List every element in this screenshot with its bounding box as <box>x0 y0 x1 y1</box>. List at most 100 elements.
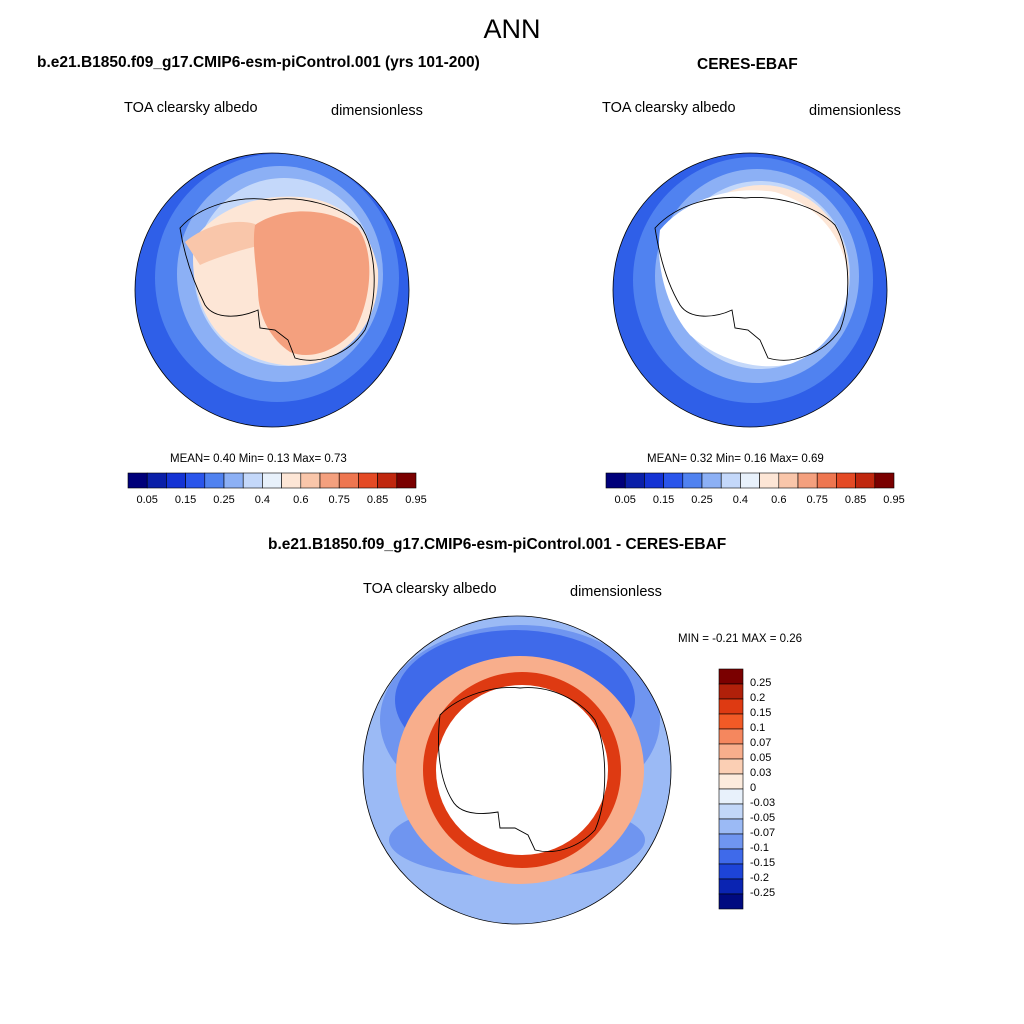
panel-3-colorbar-box <box>718 668 744 685</box>
panel-1-colorbar-box <box>166 472 186 489</box>
panel-3-colorbar-tick-label: 0.2 <box>750 692 766 704</box>
panel-2-colorbar-box <box>816 472 837 489</box>
panel-2-colorbar-box <box>759 472 780 489</box>
panel-1-stats: MEAN= 0.40 Min= 0.13 Max= 0.73 <box>170 453 347 465</box>
panel-1-colorbar-box <box>396 472 417 489</box>
panel-3-colorbar-box <box>718 683 744 700</box>
panel-3-colorbar-tick-label: 0.15 <box>750 707 772 719</box>
panel-3-colorbar <box>718 668 744 910</box>
panel-3-colorbar-tick-label: -0.07 <box>750 827 776 839</box>
panel-2-variable-label: TOA clearsky albedo <box>602 100 736 116</box>
panel-3-colorbar-tick-label: 0.05 <box>750 752 772 764</box>
panel-3-colorbar-tick-label: -0.25 <box>750 887 776 899</box>
panel-2-colorbar-box <box>740 472 760 489</box>
panel-3-colorbar-box <box>718 788 744 805</box>
panel-2-colorbar-tick-label: 0.95 <box>883 494 905 506</box>
panel-1-colorbar-box <box>185 472 206 489</box>
panel-3-colorbar-box <box>718 698 744 715</box>
panel-3-variable-label: TOA clearsky albedo <box>363 581 497 597</box>
panel-3-colorbar-tick-label: 0.07 <box>750 737 772 749</box>
panel-2-colorbar-tick-label: 0.05 <box>614 494 636 506</box>
panel-2-colorbar-box <box>855 472 876 489</box>
panel-1-colorbar-box <box>262 472 282 489</box>
panel-2-colorbar-box <box>797 472 818 489</box>
panel-1-colorbar-tick-label: 0.4 <box>254 494 271 506</box>
panel-1-title: b.e21.B1850.f09_g17.CMIP6-esm-piControl.… <box>37 54 480 71</box>
panel-2-map-border <box>612 152 888 428</box>
panel-2-colorbar-box <box>624 472 645 489</box>
panel-2-colorbar-box <box>605 472 626 489</box>
panel-1-variable-label: TOA clearsky albedo <box>124 100 258 116</box>
panel-2-colorbar-tick-label: 0.25 <box>691 494 713 506</box>
panel-1-colorbar-tick-label: 0.15 <box>174 494 197 506</box>
panel-3-colorbar-tick-label: -0.2 <box>750 872 769 884</box>
panel-3-colorbar-box <box>718 758 744 775</box>
panel-1-colorbar-box <box>338 472 359 489</box>
panel-1-colorbar-box <box>319 472 340 489</box>
panel-3-colorbar-box <box>718 848 744 865</box>
panel-1-colorbar-tick-label: 0.6 <box>293 494 309 506</box>
panel-2-colorbar-tick-label: 0.15 <box>652 494 675 506</box>
panel-3-colorbar-box <box>718 713 744 730</box>
panel-3-colorbar-box <box>718 803 744 820</box>
panel-3-colorbar-box <box>718 878 744 895</box>
panel-2-colorbar-box <box>778 472 799 489</box>
panel-2-colorbar-tick-label: 0.75 <box>806 494 828 506</box>
panel-2-colorbar-box <box>701 472 722 489</box>
panel-2-colorbar-box <box>682 472 703 489</box>
panel-3-units-label: dimensionless <box>570 584 662 600</box>
panel-3-colorbar-box <box>718 863 744 880</box>
panel-1-colorbar-tick-label: 0.85 <box>366 494 389 506</box>
panel-3-colorbar-box <box>718 773 744 790</box>
panel-1-map-border <box>134 152 410 428</box>
panel-2-colorbar-box <box>874 472 895 489</box>
panel-3-colorbar-tick-label: 0.03 <box>750 767 772 779</box>
panel-1-colorbar-tick-label: 0.95 <box>405 494 427 506</box>
panel-3-map-border <box>362 615 672 925</box>
panel-1-units-label: dimensionless <box>331 103 423 119</box>
panel-1-colorbar-box <box>204 472 225 489</box>
panel-3-colorbar-tick-label: 0.1 <box>750 722 766 734</box>
panel-1-colorbar-tick-label: 0.05 <box>136 494 158 506</box>
main-title: ANN <box>483 14 541 44</box>
panel-3-map <box>363 616 671 924</box>
panel-1-colorbar <box>127 472 417 489</box>
panel-2-colorbar <box>605 472 895 489</box>
panel-2-colorbar-box <box>663 472 684 489</box>
panel-3-colorbar-box <box>718 818 744 835</box>
panel-1-colorbar-tick-label: 0.75 <box>328 494 350 506</box>
panel-1-map <box>135 153 409 427</box>
panel-1-colorbar-box <box>281 472 302 489</box>
panel-2-colorbar-tick-label: 0.4 <box>732 494 749 506</box>
panel-2-colorbar-box <box>836 472 856 489</box>
panel-3-colorbar-tick-label: 0.25 <box>750 677 772 689</box>
panel-3-stats: MIN = -0.21 MAX = 0.26 <box>678 633 803 645</box>
panel-2-map <box>613 153 887 427</box>
panel-1-colorbar-box <box>377 472 398 489</box>
panel-3-colorbar-box <box>718 893 744 910</box>
panel-3-colorbar-box <box>718 743 744 760</box>
panel-2-colorbar-tick-label: 0.6 <box>771 494 787 506</box>
panel-3-title: b.e21.B1850.f09_g17.CMIP6-esm-piControl.… <box>268 536 727 553</box>
panel-3-colorbar-tick-label: -0.15 <box>750 857 776 869</box>
panel-3-colorbar-tick-label: -0.05 <box>750 812 776 824</box>
panel-2-colorbar-tick-label: 0.85 <box>844 494 867 506</box>
panel-1-colorbar-box <box>358 472 378 489</box>
panel-1-colorbar-box <box>127 472 148 489</box>
panel-1-colorbar-box <box>242 472 263 489</box>
panel-2-colorbar-box <box>644 472 664 489</box>
panel-3-colorbar-box <box>718 728 744 745</box>
panel-3-colorbar-tick-label: -0.1 <box>750 842 769 854</box>
panel-2-units-label: dimensionless <box>809 103 901 119</box>
panel-3-colorbar-box <box>718 833 744 850</box>
panel-3-colorbar-tick-label: 0 <box>750 782 757 794</box>
panel-1-colorbar-box <box>300 472 321 489</box>
panel-1-colorbar-box <box>223 472 244 489</box>
panel-1-colorbar-tick-label: 0.25 <box>213 494 235 506</box>
panel-2-title: CERES-EBAF <box>697 56 798 73</box>
panel-2-colorbar-box <box>720 472 741 489</box>
panel-2-stats: MEAN= 0.32 Min= 0.16 Max= 0.69 <box>647 453 824 465</box>
panel-3-colorbar-tick-label: -0.03 <box>750 797 776 809</box>
panel-1-colorbar-box <box>146 472 167 489</box>
